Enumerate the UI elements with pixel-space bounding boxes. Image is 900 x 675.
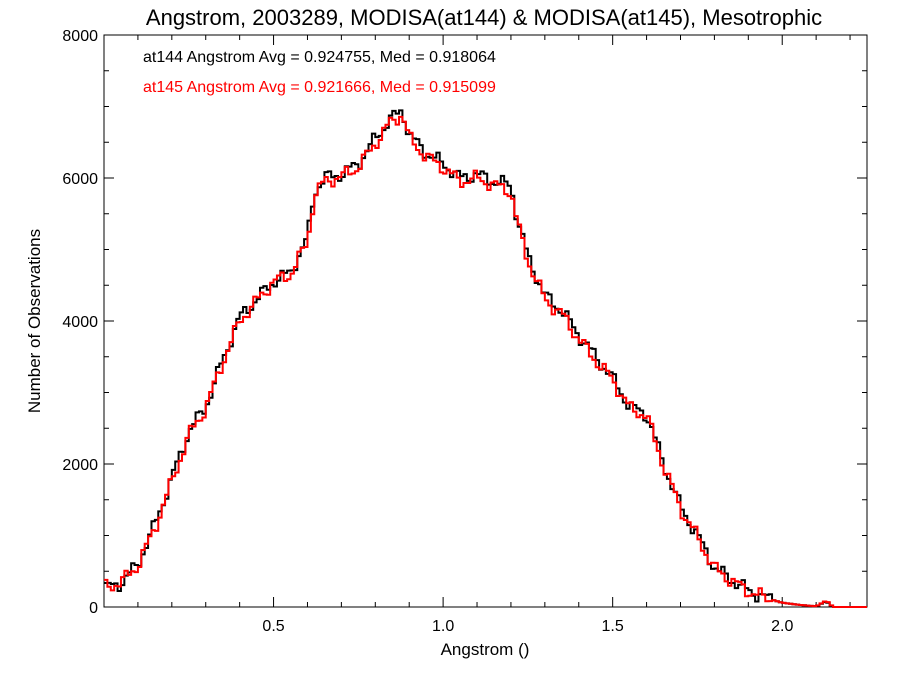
x-tick-label: 1.5 — [602, 618, 624, 635]
plot-frame — [103, 34, 868, 608]
y-tick-label: 0 — [89, 600, 98, 617]
x-tick-label: 1.0 — [432, 618, 454, 635]
y-axis-label: Number of Observations — [25, 229, 44, 413]
axis-ticks: 0.5 1.0 1.5 2.0 0 2000 4000 6000 8000 — [62, 28, 867, 635]
series-at145-line — [104, 115, 867, 608]
x-tick-label: 0.5 — [262, 618, 284, 635]
series-layer — [104, 109, 867, 608]
y-tick-label: 4000 — [62, 314, 98, 331]
x-tick-label: 2.0 — [771, 618, 793, 635]
chart-title: Angstrom, 2003289, MODISA(at144) & MODIS… — [146, 5, 822, 30]
y-tick-label: 6000 — [62, 171, 98, 188]
x-axis-label: Angstrom () — [441, 640, 530, 659]
y-tick-label: 2000 — [62, 457, 98, 474]
y-tick-label: 8000 — [62, 28, 98, 45]
annotation-at144: at144 Angstrom Avg = 0.924755, Med = 0.9… — [143, 49, 496, 66]
annotation-at145: at145 Angstrom Avg = 0.921666, Med = 0.9… — [143, 79, 496, 96]
